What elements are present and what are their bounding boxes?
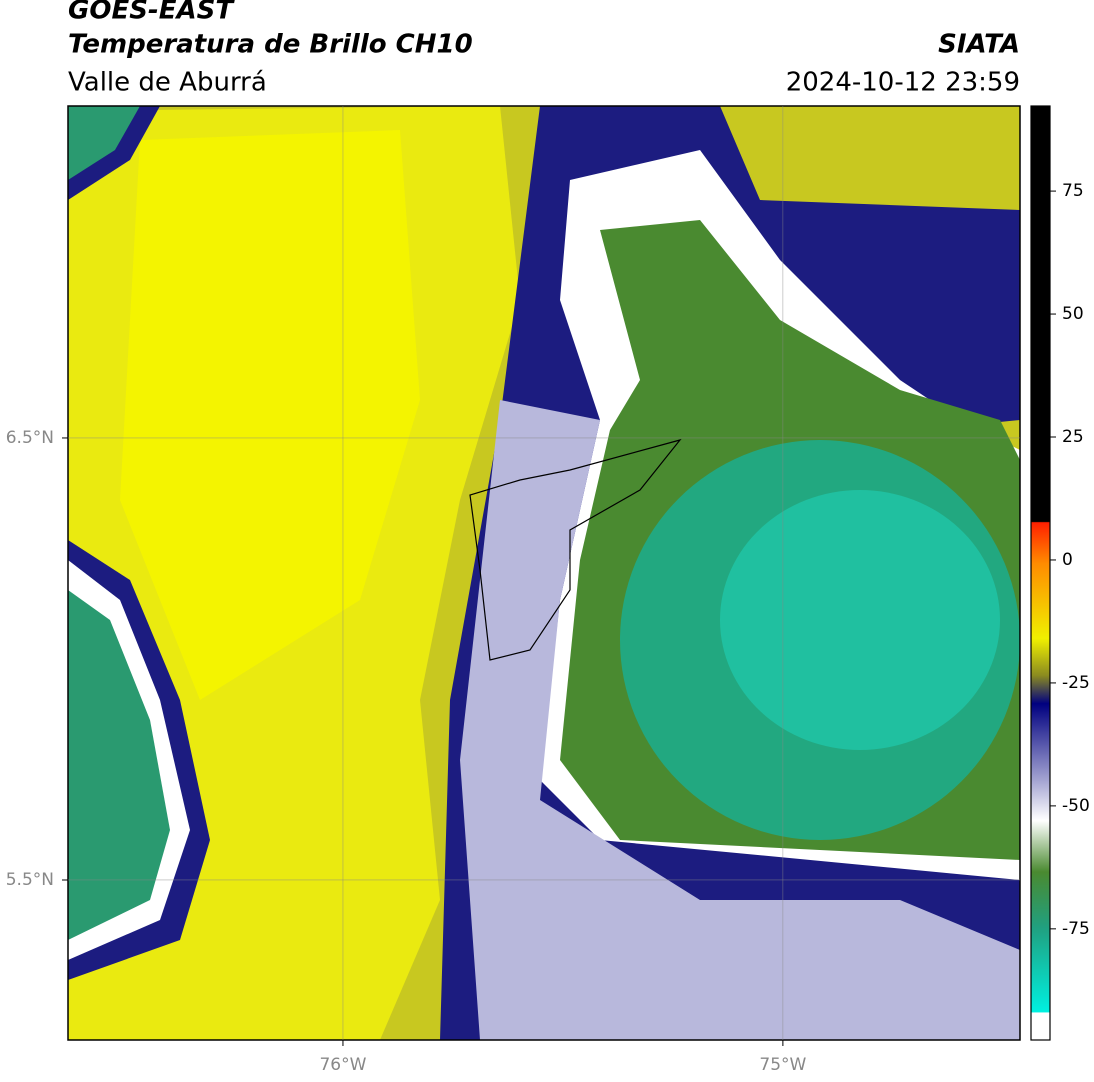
colorbar-tick-label: -75 (1062, 919, 1090, 939)
source: SIATA (938, 30, 1020, 60)
title: GOES-EAST (68, 0, 235, 26)
map-frame (67, 105, 1021, 1041)
region: Valle de Aburrá (68, 68, 267, 98)
datetime: 2024-10-12 23:59 (786, 68, 1020, 98)
colorbar-tick-label: -50 (1062, 796, 1090, 816)
colorbar-tick-label: 0 (1062, 550, 1073, 570)
subtitle: Temperatura de Brillo CH10 (68, 30, 473, 60)
y-tick-label: 6.5°N (6, 428, 54, 448)
satellite-image (68, 106, 1020, 1040)
colorbar (1030, 105, 1051, 1041)
x-tick-label: 76°W (319, 1055, 366, 1075)
colorbar-tick-label: 50 (1062, 304, 1084, 324)
x-tick-label: 75°W (759, 1055, 806, 1075)
colorbar-tick-label: 75 (1062, 181, 1084, 201)
y-tick-label: 5.5°N (6, 870, 54, 890)
colorbar-tick-label: 25 (1062, 427, 1084, 447)
colorbar-tick-label: -25 (1062, 673, 1090, 693)
